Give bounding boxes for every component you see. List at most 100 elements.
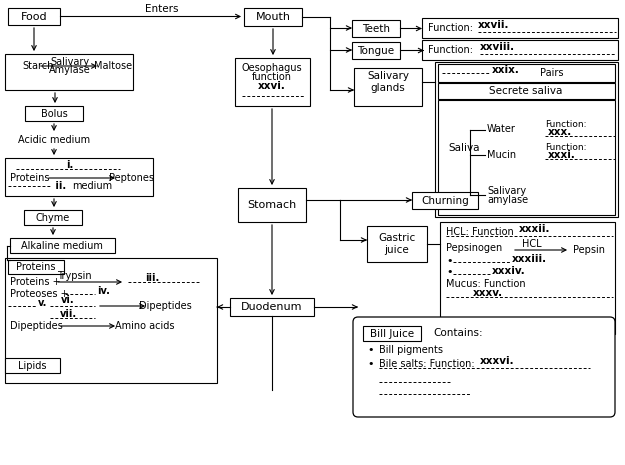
Text: Oesophagus: Oesophagus	[242, 63, 302, 73]
Text: i.: i.	[66, 160, 74, 170]
Text: Salivary: Salivary	[51, 57, 89, 67]
Text: HCL: HCL	[522, 239, 542, 249]
Bar	[5, 158, 153, 196]
Bar	[8, 260, 64, 274]
Bar	[230, 298, 314, 316]
Bar	[352, 20, 400, 37]
Bar	[438, 83, 615, 99]
Text: xxvii.: xxvii.	[478, 20, 509, 30]
Text: Salivary: Salivary	[487, 186, 526, 196]
Text: •: •	[446, 256, 452, 266]
Bar	[8, 8, 60, 25]
Text: Function:: Function:	[545, 120, 586, 128]
Text: Pairs: Pairs	[540, 68, 564, 78]
Text: xxxvi.: xxxvi.	[480, 356, 514, 366]
Text: Secrete saliva: Secrete saliva	[489, 86, 562, 96]
Text: medium: medium	[72, 181, 112, 191]
Text: Amylase: Amylase	[49, 65, 91, 75]
Text: xxxiv.: xxxiv.	[492, 266, 526, 276]
Text: HCL: Function: HCL: Function	[446, 227, 514, 237]
Text: Proteins +: Proteins +	[10, 277, 61, 287]
Text: xxix.: xxix.	[492, 65, 520, 75]
Text: xxvi.: xxvi.	[258, 81, 286, 91]
Text: xxxi.: xxxi.	[548, 150, 576, 160]
Bar	[5, 54, 133, 90]
Text: iv.: iv.	[97, 286, 110, 296]
Text: vii.: vii.	[59, 309, 77, 319]
Text: Dipeptides: Dipeptides	[139, 301, 191, 311]
Bar	[367, 226, 427, 262]
Text: Churning: Churning	[421, 195, 469, 206]
Text: •: •	[367, 345, 374, 355]
Text: Food: Food	[21, 12, 48, 21]
Text: Bolus: Bolus	[41, 108, 68, 119]
Bar	[438, 64, 615, 82]
Text: Proteins: Proteins	[16, 262, 56, 272]
Bar	[5, 358, 60, 373]
Text: xxxiii.: xxxiii.	[512, 254, 547, 264]
Bar	[354, 68, 422, 106]
Text: •: •	[446, 267, 452, 277]
Text: Pepsinogen: Pepsinogen	[446, 243, 503, 253]
Bar	[440, 222, 615, 334]
Text: Enters: Enters	[145, 4, 179, 14]
Text: xxxii.: xxxii.	[519, 224, 551, 234]
Text: Trypsin: Trypsin	[57, 271, 91, 281]
Text: Mucin: Mucin	[487, 150, 516, 160]
Bar	[24, 210, 82, 225]
Text: Maltose: Maltose	[94, 61, 132, 71]
Text: ii.: ii.	[52, 181, 66, 191]
Text: amylase: amylase	[487, 195, 528, 205]
Text: Pepsin: Pepsin	[573, 245, 605, 255]
Bar	[244, 8, 302, 26]
Bar	[363, 326, 421, 341]
Bar	[25, 106, 83, 121]
Text: Duodenum: Duodenum	[241, 302, 302, 312]
Text: Mouth: Mouth	[256, 12, 291, 22]
Text: •: •	[367, 359, 374, 369]
Text: Teeth: Teeth	[362, 24, 390, 33]
Text: xxviii.: xxviii.	[480, 42, 515, 52]
Text: Alkaline medium: Alkaline medium	[21, 240, 103, 251]
Bar	[422, 18, 618, 38]
Text: Proteoses +: Proteoses +	[10, 289, 69, 299]
Text: Water: Water	[487, 124, 516, 134]
Text: Peptones: Peptones	[109, 173, 154, 183]
Bar	[235, 58, 310, 106]
Text: Tongue: Tongue	[357, 46, 394, 55]
Text: Mucus: Function: Mucus: Function	[446, 279, 526, 289]
Text: Contains:: Contains:	[433, 328, 482, 338]
Bar	[412, 192, 478, 209]
Bar	[352, 42, 400, 59]
Bar	[238, 188, 306, 222]
Bar	[10, 238, 115, 253]
FancyBboxPatch shape	[353, 317, 615, 417]
Text: Amino acids: Amino acids	[115, 321, 175, 331]
Text: Starch: Starch	[22, 61, 53, 71]
Text: Lipids: Lipids	[18, 360, 46, 371]
Text: Proteins: Proteins	[10, 173, 49, 183]
Text: Dipeptides: Dipeptides	[10, 321, 62, 331]
Text: v.: v.	[38, 298, 48, 308]
Text: Function:: Function:	[545, 142, 586, 152]
Text: iii.: iii.	[145, 273, 159, 283]
Text: Bile salts: Function:: Bile salts: Function:	[379, 359, 474, 369]
Text: Chyme: Chyme	[36, 213, 70, 222]
Text: Function:: Function:	[428, 23, 473, 33]
Text: Acidic medium: Acidic medium	[18, 135, 90, 145]
Text: xxxv.: xxxv.	[473, 288, 503, 298]
Text: Bill pigments: Bill pigments	[379, 345, 443, 355]
Text: function: function	[252, 72, 292, 82]
Text: Saliva: Saliva	[448, 143, 479, 153]
Text: xxx.: xxx.	[548, 127, 572, 137]
Bar	[422, 40, 618, 60]
Text: Stomach: Stomach	[248, 200, 297, 210]
Text: Salivary
glands: Salivary glands	[367, 71, 409, 93]
Text: Bill Juice: Bill Juice	[370, 328, 414, 339]
Text: Function:: Function:	[428, 45, 473, 55]
Text: vi.: vi.	[61, 295, 75, 305]
Bar	[435, 62, 618, 217]
Text: Gastric
juice: Gastric juice	[378, 233, 416, 255]
Bar	[5, 258, 217, 383]
Bar	[438, 100, 615, 215]
